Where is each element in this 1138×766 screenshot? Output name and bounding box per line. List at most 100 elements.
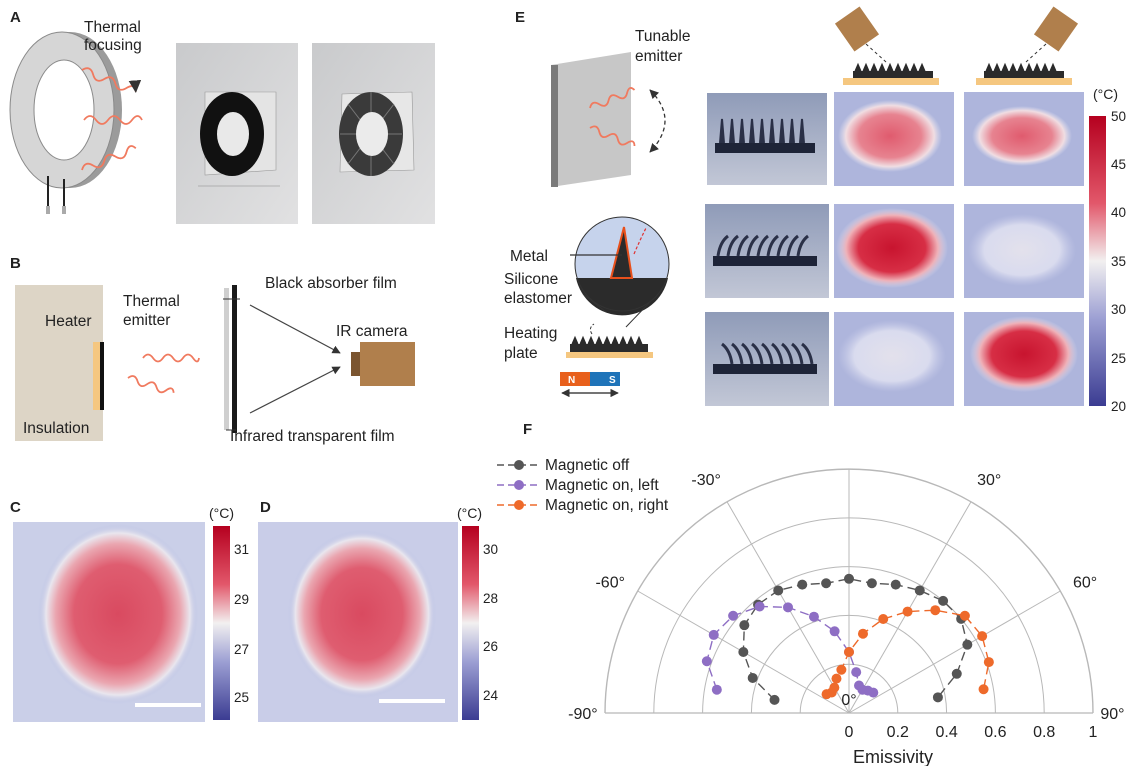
panel-b-letter: B (10, 255, 21, 272)
series-1-point-4 (739, 620, 750, 631)
heat-waves-e (589, 87, 636, 147)
colorbar-e-tick-35: 35 (1111, 254, 1126, 269)
panel-f: F 0 0.2 0.4 0.6 0.8 1 Emissivity 0° 30° -30° 60° -6… (497, 421, 1125, 766)
series-1-point-17 (932, 692, 943, 703)
angle-label-4: -60° (595, 575, 625, 592)
series-2-point-14 (868, 687, 879, 698)
series-1-point-16 (951, 668, 962, 679)
panel-f-letter: F (523, 421, 532, 438)
ray-top (249, 304, 341, 354)
thermal-emitter-line2: emitter (123, 312, 170, 329)
series-1-point-15 (962, 639, 973, 650)
thermal-emitter-line1: Thermal (123, 293, 180, 310)
colorbar-e-tick-30: 30 (1111, 302, 1126, 317)
infrared-transparent-label: Infrared transparent film (230, 428, 395, 445)
series-3-point-14 (978, 684, 989, 695)
emitter-strip (100, 342, 104, 410)
colorbar-d-tick-28: 28 (483, 591, 498, 606)
thermal-focusing-label: Thermal focusing (84, 19, 145, 54)
series-1-point-10 (866, 578, 877, 589)
angle-label-5: 90° (1100, 706, 1124, 723)
colorbar-e-unit: (°C) (1093, 86, 1118, 102)
panel-c: C (°C) 31 29 27 25 (10, 499, 249, 722)
silicone-line1: Silicone (504, 271, 558, 288)
series-3-point-3 (829, 682, 840, 693)
angle-label-3: 60° (1073, 575, 1097, 592)
angle-label-1: 30° (977, 472, 1001, 489)
legend-label-2: Magnetic on, left (545, 477, 659, 494)
series-3-point-5 (836, 664, 847, 675)
panel-a: A Thermal focusing (9, 9, 435, 224)
colorbar-e-tick-20: 20 (1111, 399, 1126, 414)
thermal-map-grid (834, 92, 1084, 406)
heating-plate-line2: plate (504, 345, 538, 362)
legend-marker-3 (514, 500, 524, 510)
series-3-point-12 (977, 631, 988, 642)
series-1-point-12 (914, 585, 925, 596)
series-1-point-2 (747, 672, 758, 683)
series-2-point-2 (701, 656, 712, 667)
colorbar-e-tick-50: 50 (1111, 109, 1126, 124)
insulation-block (15, 285, 103, 441)
panel-b: B Heater Thermal emitter Insulation Blac… (10, 255, 415, 445)
colorbar-c-unit: (°C) (209, 505, 234, 521)
heat-waves-b (127, 353, 200, 394)
series-2-point-3 (708, 629, 719, 640)
focus-spot-c (38, 524, 198, 704)
tilt-arrow (649, 89, 666, 153)
photo-ring-front (176, 43, 298, 224)
legend-label-3: Magnetic on, right (545, 497, 669, 514)
metal-label: Metal (510, 248, 548, 265)
radial-tick-1: 0.2 (887, 724, 909, 741)
tunable-emitter-line1: Tunable (635, 28, 690, 45)
insulation-label: Insulation (23, 420, 89, 437)
silicone-label: Silicone elastomer (504, 271, 572, 307)
polar-labels: 0 0.2 0.4 0.6 0.8 1 Emissivity 0° 30° -30° 60° -60°… (568, 472, 1124, 766)
zoom-guide-left (582, 293, 607, 313)
series-2-point-4 (728, 610, 739, 621)
series-1-point-6 (773, 585, 784, 596)
radial-tick-3: 0.6 (984, 724, 1006, 741)
colorbar-e-tick-45: 45 (1111, 157, 1126, 172)
colorbar-c (213, 526, 230, 720)
series-1-point-9 (844, 573, 854, 584)
thermal-lens-ring (9, 31, 122, 214)
heat-waves-a (81, 67, 143, 171)
colorbar-c-tick-29: 29 (234, 592, 249, 607)
scale-bar-c (135, 703, 201, 707)
radial-tick-4: 0.8 (1033, 724, 1055, 741)
tunable-emitter-line2: emitter (635, 48, 682, 65)
series-2-point-7 (808, 611, 819, 622)
panel-c-letter: C (10, 499, 21, 516)
series-3-point-13 (983, 657, 994, 668)
panel-d: D (°C) 30 28 26 24 (258, 499, 499, 722)
series-3-point-4 (831, 673, 842, 684)
series-3-point-11 (959, 610, 970, 621)
angle-label-0: 0° (841, 692, 856, 709)
black-absorber-label: Black absorber film (265, 275, 397, 292)
series-line-1 (742, 578, 969, 701)
series-1-point-8 (821, 578, 832, 589)
thermal-focusing-line2: focusing (84, 37, 142, 54)
grid-spoke-60 (848, 590, 1061, 714)
colorbar-d (462, 526, 479, 720)
colorbar-d-tick-26: 26 (483, 639, 498, 654)
angle-label-2: -30° (691, 472, 721, 489)
legend-marker-1 (514, 460, 524, 470)
panel-e-letter: E (515, 9, 525, 26)
polar-series (701, 573, 994, 705)
legend-marker-2 (514, 480, 524, 490)
colorbar-d-unit: (°C) (457, 505, 482, 521)
tunable-emitter-plate (551, 52, 631, 187)
colorbar-e-tick-25: 25 (1111, 351, 1126, 366)
colorbar-d-tick-30: 30 (483, 542, 498, 557)
colorbar-d-tick-24: 24 (483, 688, 499, 703)
colorbar-c-tick-25: 25 (234, 690, 249, 705)
series-2-point-1 (711, 684, 722, 695)
series-2-point-5 (754, 601, 765, 612)
series-3-point-10 (930, 605, 941, 616)
colorbar-e-tick-40: 40 (1111, 205, 1126, 220)
colorbar-e (1089, 116, 1106, 406)
colorbar-c-tick-31: 31 (234, 542, 249, 557)
radial-tick-2: 0.4 (935, 724, 957, 741)
